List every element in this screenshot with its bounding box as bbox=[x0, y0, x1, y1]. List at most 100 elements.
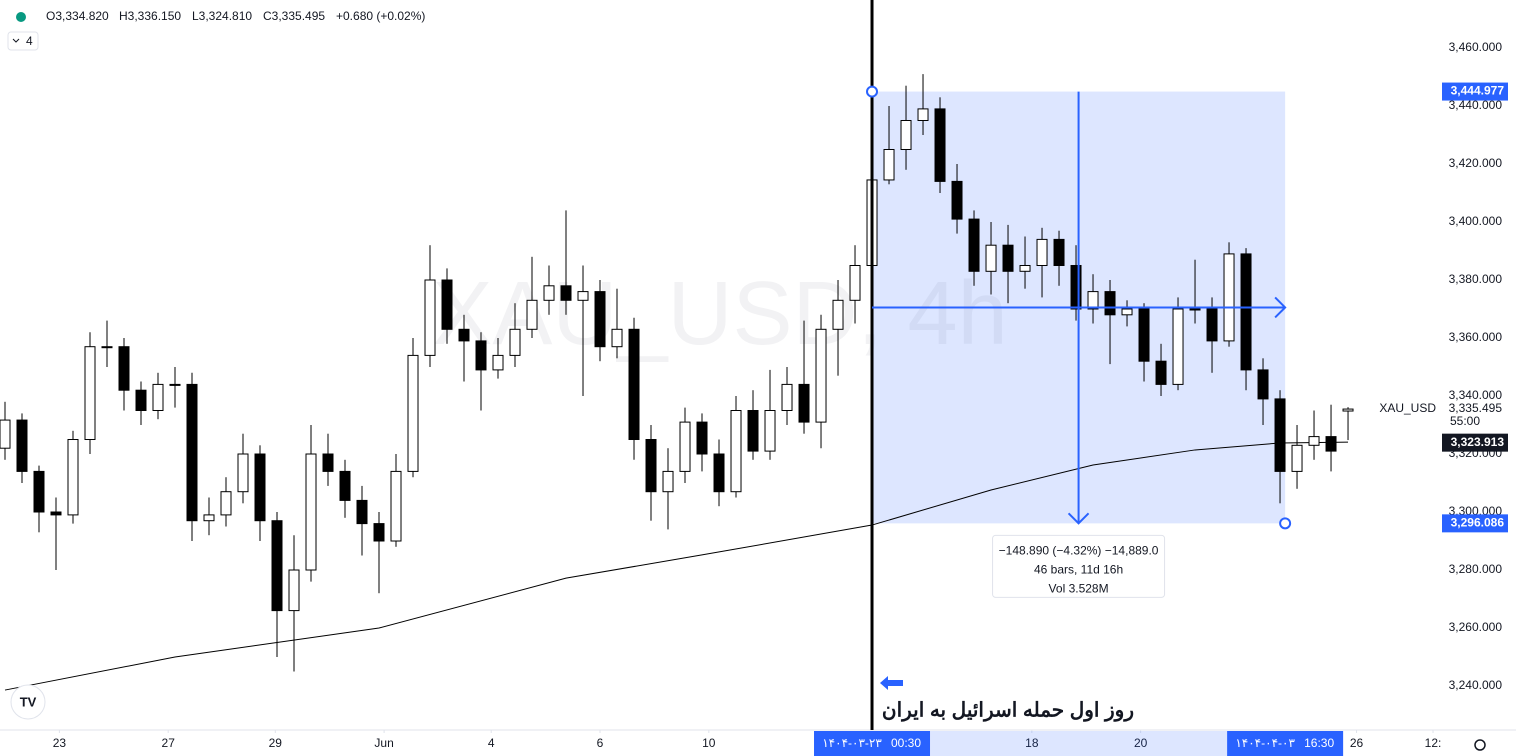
candle-body bbox=[50, 511, 62, 516]
x-tick-label: 4 bbox=[488, 736, 495, 750]
candle-body bbox=[543, 285, 555, 301]
y-tick-label: 3,240.000 bbox=[1449, 678, 1503, 692]
candle-body bbox=[356, 499, 368, 525]
measure-v-head bbox=[1067, 512, 1090, 525]
ohlc-high: H3,336.150 bbox=[119, 9, 181, 23]
candle-body bbox=[203, 514, 215, 522]
candle-body bbox=[118, 346, 130, 391]
settings-icon[interactable] bbox=[1474, 739, 1486, 751]
indicator-count: 4 bbox=[26, 34, 33, 48]
candle-body bbox=[696, 421, 708, 455]
candle-body bbox=[220, 491, 232, 516]
candle-body bbox=[390, 470, 402, 542]
candle-body bbox=[424, 279, 436, 356]
ohlc-change: +0.680 (+0.02%) bbox=[336, 9, 425, 23]
candle-body bbox=[849, 264, 861, 301]
candle-body bbox=[407, 354, 419, 472]
range-low-label-bg bbox=[1442, 514, 1508, 533]
candle-body bbox=[1223, 253, 1235, 342]
time-label-date: ۱۴۰۴-۰۳-۲۳ bbox=[822, 736, 882, 750]
candle-body bbox=[764, 410, 776, 452]
candle-body bbox=[1155, 360, 1167, 385]
candle-body bbox=[900, 119, 912, 150]
candle-body bbox=[747, 410, 759, 452]
candle-body bbox=[1308, 436, 1320, 446]
candle-body bbox=[968, 218, 980, 272]
candle-body bbox=[577, 291, 589, 301]
x-tick-label: 6 bbox=[597, 736, 604, 750]
x-tick-label: 27 bbox=[162, 736, 176, 750]
candle-body bbox=[611, 328, 623, 348]
candle-body bbox=[101, 346, 113, 349]
x-tick-label: 20 bbox=[1134, 736, 1148, 750]
x-tick-label: 26 bbox=[1350, 736, 1364, 750]
x-tick-label: 12: bbox=[1425, 736, 1442, 750]
ma-price-label: 3,323.913 bbox=[1451, 435, 1505, 449]
y-tick-label: 3,420.000 bbox=[1449, 156, 1503, 170]
candle-body bbox=[305, 453, 317, 571]
candle-body bbox=[237, 453, 249, 493]
y-tick-label: 3,340.000 bbox=[1449, 388, 1503, 402]
candle-body bbox=[1240, 253, 1252, 371]
candle-body bbox=[798, 383, 810, 423]
time-label-date: ۱۴۰۴-۰۴-۰۳ bbox=[1235, 736, 1295, 750]
candle-body bbox=[1036, 238, 1048, 266]
time-range bbox=[872, 731, 1286, 756]
y-tick-label: 3,380.000 bbox=[1449, 272, 1503, 286]
candle-body bbox=[526, 299, 538, 330]
candle-body bbox=[1019, 264, 1031, 272]
x-tick-label: 29 bbox=[269, 736, 283, 750]
time-label-bg bbox=[814, 731, 931, 756]
candle-body bbox=[0, 419, 11, 449]
candle-body bbox=[322, 453, 334, 472]
candle-body bbox=[169, 383, 181, 386]
logo-mark: TV bbox=[20, 694, 37, 709]
y-tick-label: 3,460.000 bbox=[1449, 40, 1503, 54]
time-label-time: 16:30 bbox=[1304, 736, 1334, 750]
measure-h-head bbox=[1274, 296, 1287, 319]
x-tick-label: 23 bbox=[53, 736, 67, 750]
candle-body bbox=[441, 279, 453, 330]
time-axis bbox=[0, 730, 1440, 756]
candle-body bbox=[679, 421, 691, 472]
candle-body bbox=[1070, 264, 1082, 310]
candle-body bbox=[33, 470, 45, 513]
candle-body bbox=[1053, 238, 1065, 266]
candle-body bbox=[934, 108, 946, 182]
candle-body bbox=[1138, 308, 1150, 362]
candle-body bbox=[84, 346, 96, 441]
time-label-bg bbox=[1227, 731, 1344, 756]
logo[interactable] bbox=[10, 684, 46, 720]
candle-body bbox=[288, 569, 300, 612]
y-tick-label: 3,440.000 bbox=[1449, 98, 1503, 112]
indicator-toggle[interactable] bbox=[7, 31, 39, 51]
candle-body bbox=[730, 410, 742, 493]
candle-body bbox=[832, 299, 844, 330]
arrow-icon bbox=[880, 676, 903, 690]
y-tick-label: 3,280.000 bbox=[1449, 562, 1503, 576]
ma-price-label-bg bbox=[1442, 433, 1508, 452]
candle-body bbox=[628, 328, 640, 441]
status-dot bbox=[16, 12, 26, 22]
candle-body bbox=[1257, 369, 1269, 400]
candle-body bbox=[271, 520, 283, 612]
candle-body bbox=[1342, 408, 1354, 412]
countdown: 55:00 bbox=[1450, 414, 1480, 428]
candle-body bbox=[492, 354, 504, 371]
candle-body bbox=[16, 419, 28, 472]
handle bbox=[1279, 517, 1292, 530]
candle-body bbox=[1121, 308, 1133, 316]
candle-body bbox=[373, 523, 385, 542]
candle-body bbox=[594, 291, 606, 348]
range-high-label-bg bbox=[1442, 82, 1508, 101]
candle-body bbox=[254, 453, 266, 522]
candle-body bbox=[1087, 291, 1099, 310]
handle bbox=[866, 85, 879, 98]
range-low-label: 3,296.086 bbox=[1451, 516, 1505, 530]
candle-body bbox=[135, 389, 147, 412]
stats-text: −148.890 (−4.32%) −14,889.0 bbox=[999, 544, 1159, 558]
ohlc-close: C3,335.495 bbox=[263, 9, 325, 23]
candle-body bbox=[458, 328, 470, 342]
